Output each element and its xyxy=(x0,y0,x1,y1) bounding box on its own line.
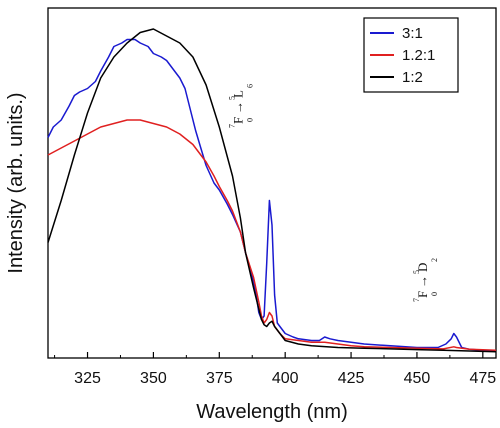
x-tick-label: 350 xyxy=(140,370,167,387)
y-axis-title: Intensity (arb. units.) xyxy=(5,92,27,273)
axes-frame xyxy=(47,7,497,359)
annotation-post_sub: 2 xyxy=(430,258,439,262)
series-layer xyxy=(47,28,497,353)
tick-layer: 325 350 375 400 425 450 475 xyxy=(54,352,496,387)
annotation-arrow: → xyxy=(230,101,245,114)
x-tick-label: 400 xyxy=(272,370,299,387)
annotation-post_sub: 6 xyxy=(245,84,254,88)
annotation-pre_sub: 0 xyxy=(245,118,254,122)
annotation-pre_sub: 0 xyxy=(430,292,439,296)
annotation-main: F xyxy=(230,117,245,124)
legend: 3:1 1.2:1 1:2 xyxy=(363,17,459,93)
annotation-pre_sup: 7 xyxy=(227,124,236,128)
x-tick-label: 475 xyxy=(469,370,496,387)
series-line-1 xyxy=(47,119,497,352)
transition-annotation: 7F 0→5D2 xyxy=(412,258,439,302)
annotation-pre_sup: 7 xyxy=(412,298,421,302)
x-axis-title: Wavelength (nm) xyxy=(196,401,348,423)
legend-label: 1.2:1 xyxy=(402,47,435,64)
plot-frame xyxy=(47,7,497,359)
legend-label: 3:1 xyxy=(402,25,423,42)
annotation-main: F xyxy=(415,291,430,298)
x-tick-label: 425 xyxy=(338,370,365,387)
annotation-post_sup: 5 xyxy=(412,270,421,274)
transition-annotation: 7F 0→5L6 xyxy=(227,84,254,128)
x-tick-label: 375 xyxy=(206,370,233,387)
legend-label: 1:2 xyxy=(402,69,423,86)
series-line-2 xyxy=(47,28,497,353)
annotation-post_sup: 5 xyxy=(227,96,236,100)
x-tick-label: 450 xyxy=(404,370,431,387)
annotation-main2: L xyxy=(230,90,245,98)
annotation-main2: D xyxy=(415,263,430,272)
x-tick-label: 325 xyxy=(74,370,101,387)
annotation-arrow: → xyxy=(415,275,430,288)
